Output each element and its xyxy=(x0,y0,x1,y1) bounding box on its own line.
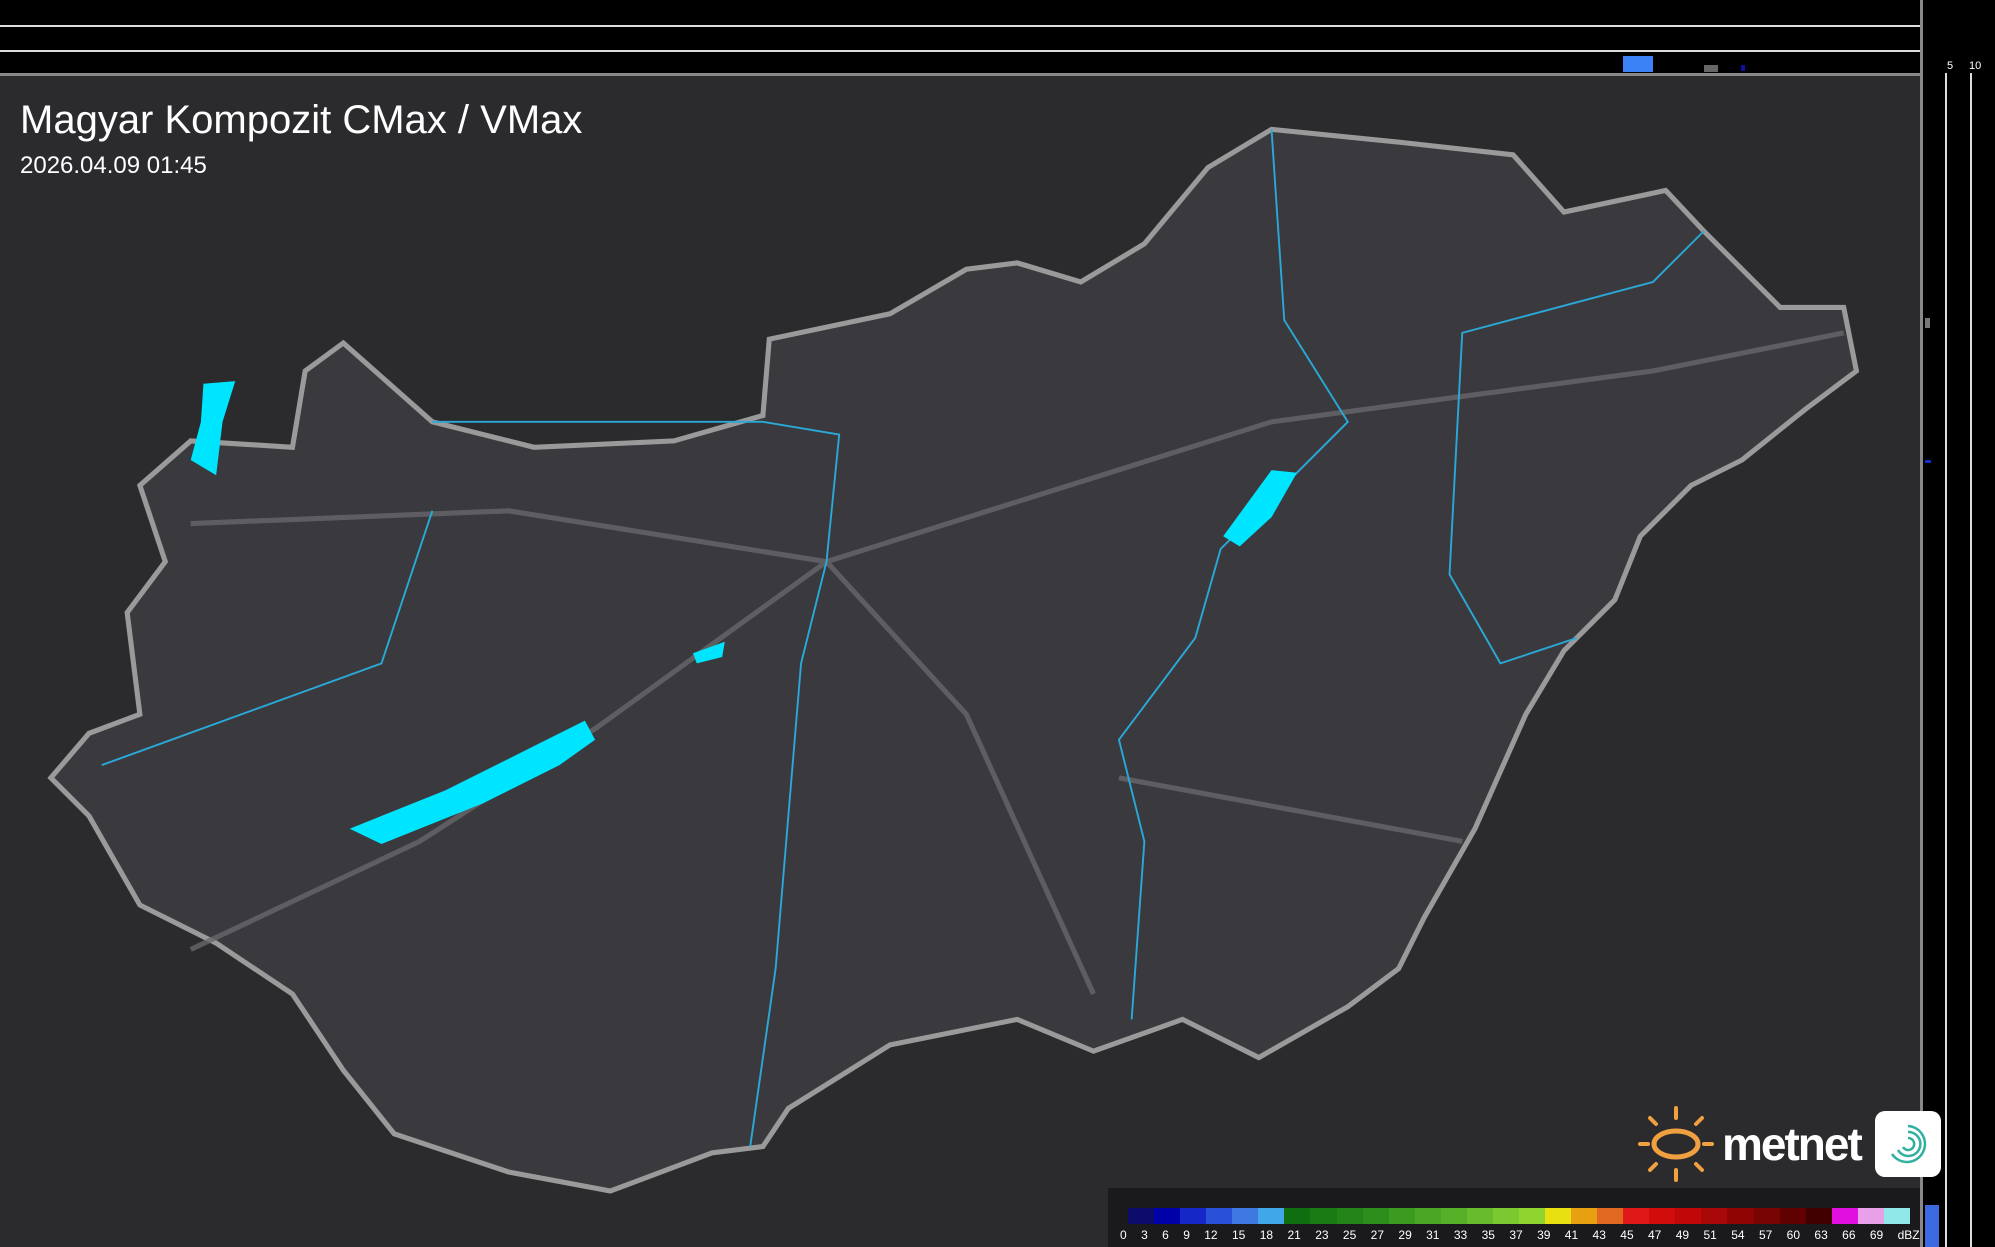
hungary-map xyxy=(47,126,1860,1194)
map-timestamp: 2026.04.09 01:45 xyxy=(20,152,207,179)
lake-ferto xyxy=(190,381,236,476)
legend-label: 63 xyxy=(1814,1228,1828,1242)
legend-label: 47 xyxy=(1648,1228,1662,1242)
sun-icon xyxy=(1638,1106,1714,1182)
legend-swatch xyxy=(1310,1208,1337,1224)
legend-swatch xyxy=(1727,1208,1754,1224)
legend-label: 27 xyxy=(1370,1228,1385,1242)
echo-mark xyxy=(1623,56,1653,72)
legend-swatch xyxy=(1831,1208,1858,1224)
legend-label: 57 xyxy=(1758,1228,1773,1242)
legend-swatch xyxy=(1440,1208,1467,1224)
legend-swatch xyxy=(1466,1208,1493,1224)
legend-swatch xyxy=(1857,1208,1884,1224)
legend-label: 54 xyxy=(1731,1228,1745,1242)
legend-swatch xyxy=(1362,1208,1389,1224)
lake-balaton xyxy=(349,720,596,844)
gridline xyxy=(1945,73,1947,1247)
legend-label: 25 xyxy=(1342,1228,1357,1242)
legend-swatch xyxy=(1128,1208,1155,1224)
echo-mark xyxy=(1925,318,1930,328)
vertical-profile-top: 10 5 xyxy=(0,0,1936,76)
legend-color-bar xyxy=(1128,1208,1910,1224)
vertical-profile-right: 5 10 xyxy=(1920,0,1995,1247)
echo-mark xyxy=(1741,65,1745,71)
legend-label: 41 xyxy=(1564,1228,1579,1242)
legend-label: 33 xyxy=(1453,1228,1468,1242)
legend-label: 15 xyxy=(1231,1228,1246,1242)
legend-label: 9 xyxy=(1183,1228,1190,1242)
legend-label: 3 xyxy=(1141,1228,1148,1242)
legend-label: 6 xyxy=(1162,1228,1169,1242)
swirl-icon xyxy=(1874,1111,1941,1177)
legend-label: 69 xyxy=(1869,1228,1884,1242)
legend-swatch xyxy=(1545,1208,1572,1224)
legend-label: 12 xyxy=(1204,1228,1218,1242)
legend-swatch xyxy=(1883,1208,1910,1224)
gridline xyxy=(1970,73,1972,1247)
hungary-border xyxy=(47,126,1860,1194)
legend-swatch xyxy=(1492,1208,1519,1224)
legend-labels: 0 3 6 9 12 15 18 21 23 25 27 29 31 33 35 37 39 41 43 45 47 49… xyxy=(1120,1228,1920,1242)
legend-swatch xyxy=(1649,1208,1676,1224)
legend-swatch xyxy=(1623,1208,1650,1224)
legend-label: 60 xyxy=(1786,1228,1801,1242)
radar-map[interactable]: Magyar Kompozit CMax / VMax 2026.04.09 0… xyxy=(0,76,1920,1247)
legend-swatch xyxy=(1675,1208,1702,1224)
legend-label: 45 xyxy=(1620,1228,1634,1242)
legend-swatch xyxy=(1206,1208,1233,1224)
legend-swatch xyxy=(1232,1208,1259,1224)
legend-label: 37 xyxy=(1509,1228,1523,1242)
legend-label: 29 xyxy=(1398,1228,1412,1242)
lakes xyxy=(190,381,1297,844)
legend-swatch xyxy=(1518,1208,1545,1224)
echo-mark xyxy=(1925,460,1931,463)
lake-tisza xyxy=(1223,470,1297,547)
legend-swatch xyxy=(1753,1208,1780,1224)
legend-label: 23 xyxy=(1315,1228,1329,1242)
echo-mark xyxy=(1704,65,1718,72)
legend-label: 43 xyxy=(1592,1228,1606,1242)
gridline xyxy=(0,25,1920,27)
legend-swatch xyxy=(1779,1208,1806,1224)
legend-swatch xyxy=(1571,1208,1598,1224)
legend-swatch xyxy=(1336,1208,1363,1224)
legend-swatch xyxy=(1597,1208,1624,1224)
legend-label: 51 xyxy=(1703,1228,1717,1242)
legend-label: 31 xyxy=(1426,1228,1440,1242)
tick-label: 10 xyxy=(1969,60,1982,72)
legend-label: 66 xyxy=(1842,1228,1856,1242)
rivers xyxy=(101,129,1705,1147)
legend-swatch xyxy=(1180,1208,1207,1224)
legend-swatch xyxy=(1258,1208,1285,1224)
legend-swatch xyxy=(1701,1208,1728,1224)
legend-label: 0 xyxy=(1120,1228,1127,1242)
metnet-logo: metnet xyxy=(1636,1104,1941,1184)
legend-swatch xyxy=(1154,1208,1181,1224)
legend-label: 18 xyxy=(1259,1228,1274,1242)
legend-swatch xyxy=(1284,1208,1311,1224)
legend-label: 49 xyxy=(1675,1228,1690,1242)
tick-label: 5 xyxy=(1947,60,1954,72)
logo-text: metnet xyxy=(1722,1118,1863,1170)
legend-label: 35 xyxy=(1481,1228,1495,1242)
legend-swatch xyxy=(1388,1208,1415,1224)
legend-swatch xyxy=(1805,1208,1832,1224)
legend-label: 21 xyxy=(1287,1228,1301,1242)
legend-label: 39 xyxy=(1537,1228,1551,1242)
dbz-color-legend: 0 3 6 9 12 15 18 21 23 25 27 29 31 33 35 37 39 41 43 45 47 49… xyxy=(1108,1188,1920,1247)
map-title: Magyar Kompozit CMax / VMax xyxy=(20,98,583,142)
legend-swatch xyxy=(1414,1208,1441,1224)
legend-unit: dBZ xyxy=(1897,1228,1920,1242)
echo-mark xyxy=(1925,1205,1939,1247)
lake-velence xyxy=(692,641,725,664)
gridline xyxy=(0,50,1920,52)
